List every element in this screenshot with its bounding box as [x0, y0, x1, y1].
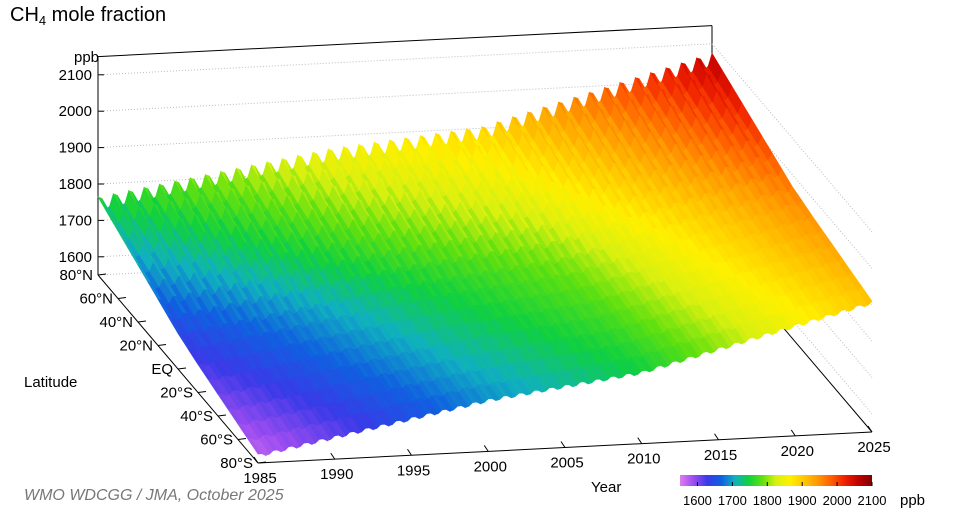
surface-patch [857, 286, 873, 306]
credit-text: WMO WDCGG / JMA, October 2025 [24, 487, 284, 504]
year-tick-mark [330, 452, 336, 460]
year-tick-mark [253, 456, 259, 464]
year-tick-mark [790, 429, 796, 437]
colorbar-unit-label: ppb [900, 492, 925, 509]
latitude-tick-mark [237, 438, 247, 440]
latitude-axis-ticks: 80°N 60°N 40°N 20°N EQ 20°S 40°S 60°S 80°S [59, 267, 267, 472]
colorbar-tick-label: 1700 [718, 493, 747, 508]
year-tick-mark [483, 445, 489, 452]
latitude-tick-label: 40°S [180, 408, 213, 425]
colorbar-tick-label: 1800 [753, 493, 782, 508]
latitude-tick-mark [137, 320, 147, 323]
latitude-tick-label: 60°S [200, 432, 233, 449]
year-tick-label: 2015 [704, 447, 737, 464]
latitude-tick-label: 20°N [119, 338, 153, 355]
z-axis-ticks: 1600 1700 1800 1900 2000 2100 [59, 67, 104, 266]
latitude-axis-label: Latitude [24, 374, 77, 391]
latitude-tick-label: 80°S [220, 455, 253, 472]
latitude-tick-label: 80°N [59, 267, 93, 284]
latitude-tick-mark [177, 367, 187, 370]
year-axis-ticks: 1985 1990 1995 2000 2005 2010 2015 2020 2025 [243, 425, 891, 487]
z-tick-label: 1600 [59, 249, 92, 266]
year-tick-mark [407, 448, 412, 456]
colorbar-tick-label: 1600 [683, 493, 712, 508]
title-main: CH [10, 4, 39, 26]
year-tick-label: 2010 [627, 451, 660, 468]
year-tick-label: 2005 [550, 455, 583, 472]
colorbar-tick-label: 2100 [858, 493, 887, 508]
z-tick-label: 2000 [59, 103, 92, 120]
chart-title: CH4 mole fraction [10, 4, 166, 28]
title-rest: mole fraction [46, 4, 167, 26]
title-subscript: 4 [38, 13, 47, 28]
latitude-tick-mark [117, 297, 127, 299]
z-tick-label: 1800 [59, 176, 92, 193]
colorbar-tick-label: 1900 [788, 493, 817, 508]
colorbar: 1600 1700 1800 1900 2000 2100 [680, 475, 886, 508]
year-tick-label: 2000 [474, 458, 507, 475]
year-tick-label: 1995 [397, 462, 430, 479]
year-tick-mark [560, 441, 566, 448]
year-tick-label: 1990 [320, 466, 353, 483]
z-tick-label: 1900 [59, 140, 92, 157]
latitude-tick-label: EQ [151, 361, 173, 378]
surface [97, 52, 873, 457]
year-tick-mark [637, 437, 643, 444]
z-tick-label: 2100 [59, 67, 92, 84]
year-tick-mark [714, 433, 719, 441]
latitude-tick-mark [197, 391, 207, 393]
latitude-tick-mark [217, 414, 227, 417]
year-axis-label: Year [591, 479, 621, 496]
z-tick-label: 1700 [59, 212, 92, 229]
latitude-tick-label: 60°N [79, 291, 113, 308]
year-tick-label: 2020 [781, 443, 814, 460]
latitude-tick-label: 40°N [99, 314, 133, 331]
latitude-tick-mark [257, 461, 267, 464]
year-tick-mark [867, 425, 873, 433]
latitude-tick-label: 20°S [160, 385, 193, 402]
year-tick-label: 1985 [243, 470, 276, 487]
year-tick-label: 2025 [857, 439, 890, 456]
latitude-tick-mark [97, 273, 107, 276]
z-axis-label: ppb [74, 49, 99, 66]
colorbar-tick-label: 2000 [823, 493, 852, 508]
latitude-tick-mark [157, 344, 167, 346]
colorbar-gradient [680, 475, 872, 486]
